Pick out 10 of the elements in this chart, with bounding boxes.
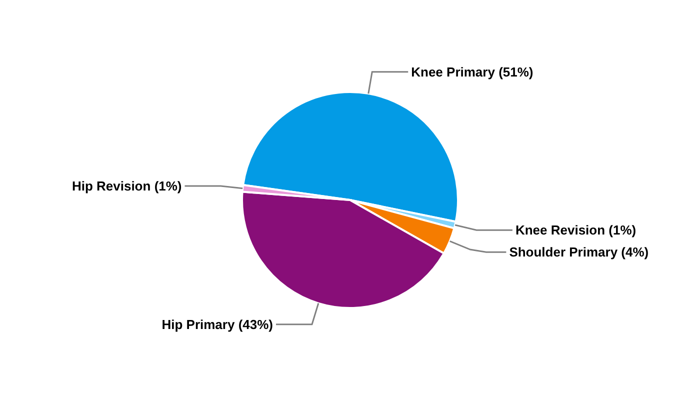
data-label: (51%) <box>494 64 534 80</box>
slice-label: Knee Primary <box>411 64 496 80</box>
slice-label: Knee Revision <box>515 222 606 238</box>
data-label: (1%) <box>150 178 182 194</box>
slice-label: Shoulder Primary <box>509 244 618 260</box>
data-label: (43%) <box>234 316 273 332</box>
slice-label: Hip Revision <box>72 178 151 194</box>
data-label: (1%) <box>605 222 636 238</box>
data-label: (4%) <box>618 244 649 260</box>
slice-label: Hip Primary <box>162 316 236 332</box>
